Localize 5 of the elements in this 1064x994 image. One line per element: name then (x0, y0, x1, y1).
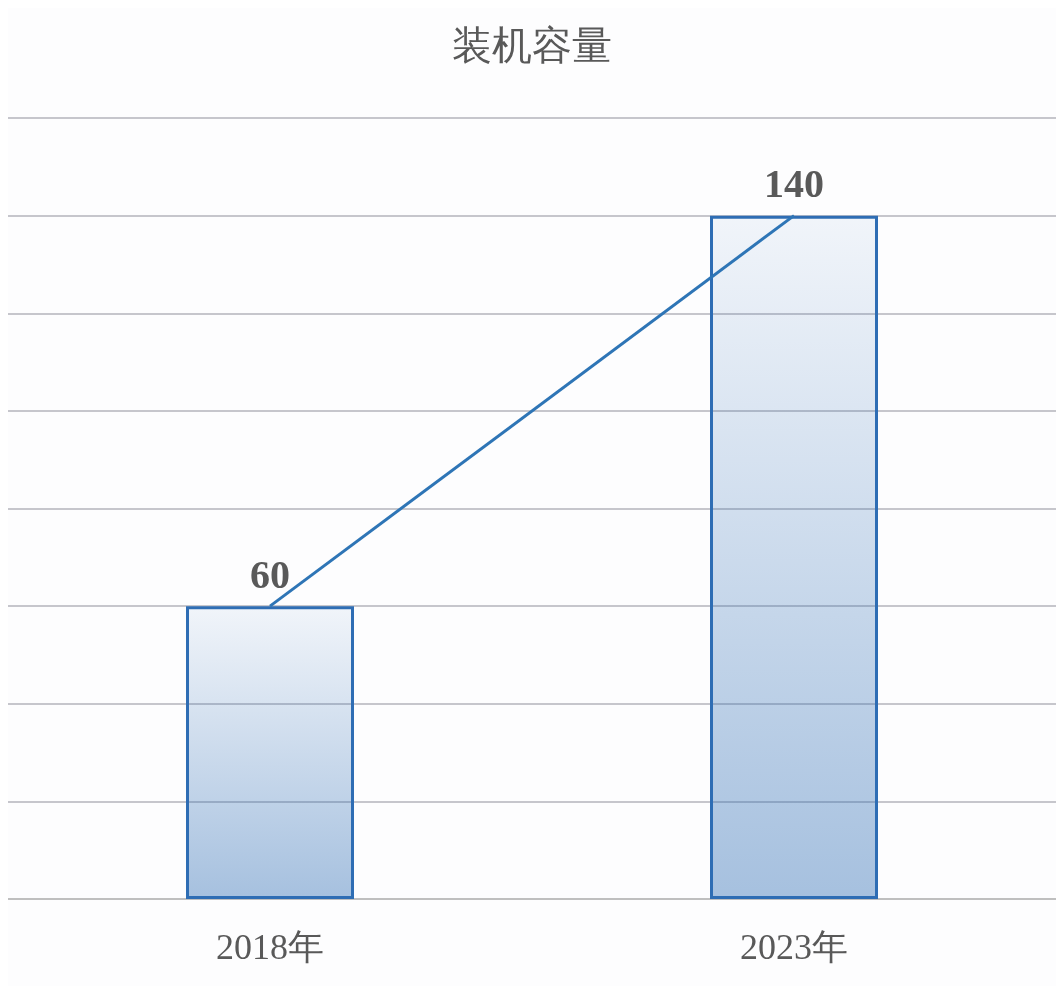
x-tick-label: 2023年 (740, 927, 848, 967)
data-label: 140 (764, 161, 824, 207)
chart-title: 装机容量 (452, 22, 612, 68)
data-label: 60 (250, 551, 290, 597)
x-tick-label: 2018年 (216, 927, 324, 967)
